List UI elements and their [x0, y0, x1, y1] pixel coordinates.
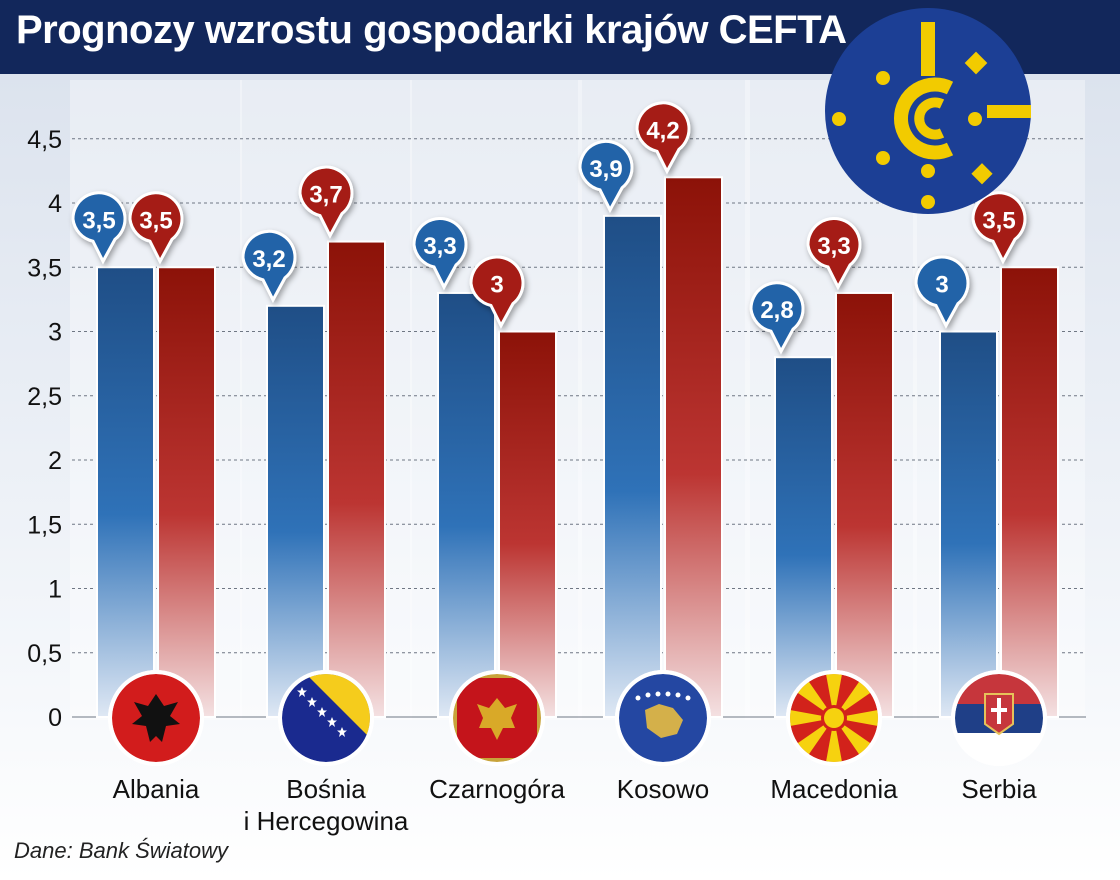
x-category-label: Kosowo	[617, 774, 710, 804]
y-tick-label: 2,5	[27, 383, 62, 411]
value-label-pin: 3,2	[241, 229, 297, 304]
column-backdrop	[70, 80, 242, 720]
pin-shape	[806, 216, 862, 291]
kosovo-flag-icon	[615, 670, 711, 766]
pin-shape	[241, 229, 297, 304]
value-label-pin: 3,5	[71, 191, 127, 265]
cefta-logo-icon	[825, 8, 1031, 214]
pin-shape	[749, 281, 805, 355]
value-label: 3,9	[589, 156, 622, 183]
value-label-pin: 3,5	[971, 191, 1027, 265]
pin-shape	[412, 216, 468, 291]
serbia-flag-icon	[951, 670, 1047, 766]
pin-shape	[71, 191, 127, 265]
value-label: 3	[935, 272, 948, 299]
bar	[835, 291, 894, 718]
y-tick-label: 0	[48, 704, 62, 732]
pin-shape	[971, 191, 1027, 265]
y-tick-label: 0,5	[27, 640, 62, 668]
value-label: 3,3	[817, 233, 850, 260]
value-label-pin: 4,2	[635, 101, 691, 175]
x-category-label: Bośnia	[286, 774, 366, 804]
y-tick-label: 3	[48, 319, 62, 347]
value-label: 2,8	[760, 297, 793, 324]
value-label-pin: 3,9	[578, 139, 634, 214]
albania-flag-icon	[108, 670, 204, 766]
pin-shape	[469, 255, 525, 329]
value-label: 3,7	[309, 182, 342, 209]
bar	[327, 240, 386, 719]
value-label-pin: 3,3	[412, 216, 468, 291]
bar	[1000, 266, 1059, 718]
pin-shape	[128, 191, 184, 265]
value-label-pin: 3	[914, 255, 970, 329]
montenegro-flag-icon	[449, 670, 545, 766]
y-tick-label: 3,5	[27, 254, 62, 282]
pin-shape	[914, 255, 970, 329]
bar	[266, 304, 325, 718]
y-tick-label: 1	[48, 576, 62, 604]
x-category-label: i Hercegowina	[244, 806, 409, 836]
value-label-pin: 2,8	[749, 281, 805, 355]
value-label: 3,3	[423, 233, 456, 260]
value-label-pin: 3,5	[128, 191, 184, 265]
source-note: Dane: Bank Światowy	[14, 838, 228, 863]
x-category-label: Serbia	[961, 774, 1037, 804]
bar	[939, 330, 998, 718]
value-label: 3,5	[82, 207, 115, 234]
y-tick-label: 1,5	[27, 511, 62, 539]
bar	[157, 266, 216, 718]
bar	[664, 176, 723, 719]
x-category-label: Albania	[113, 774, 200, 804]
bar	[96, 266, 155, 718]
bar	[437, 291, 496, 718]
y-tick-label: 4	[48, 190, 62, 218]
bosnia-flag-icon	[278, 670, 374, 766]
value-label: 4,2	[646, 117, 679, 144]
x-category-label: Czarnogóra	[429, 774, 565, 804]
x-category-label: Macedonia	[770, 774, 898, 804]
y-tick-label: 4,5	[27, 126, 62, 154]
bar	[603, 214, 662, 718]
y-tick-label: 2	[48, 447, 62, 475]
value-label: 3	[490, 272, 503, 299]
value-label-pin: 3,3	[806, 216, 862, 291]
pin-shape	[635, 101, 691, 175]
pin-shape	[298, 165, 354, 239]
value-label: 3,5	[139, 207, 172, 234]
chart-title: Prognozy wzrostu gospodarki krajów CEFTA	[16, 8, 847, 52]
pin-shape	[578, 139, 634, 214]
value-label-pin: 3,7	[298, 165, 354, 239]
value-label-pin: 3	[469, 255, 525, 329]
bar	[774, 356, 833, 718]
value-label: 3,2	[252, 246, 285, 273]
value-label: 3,5	[982, 207, 1015, 234]
bar	[498, 330, 557, 718]
